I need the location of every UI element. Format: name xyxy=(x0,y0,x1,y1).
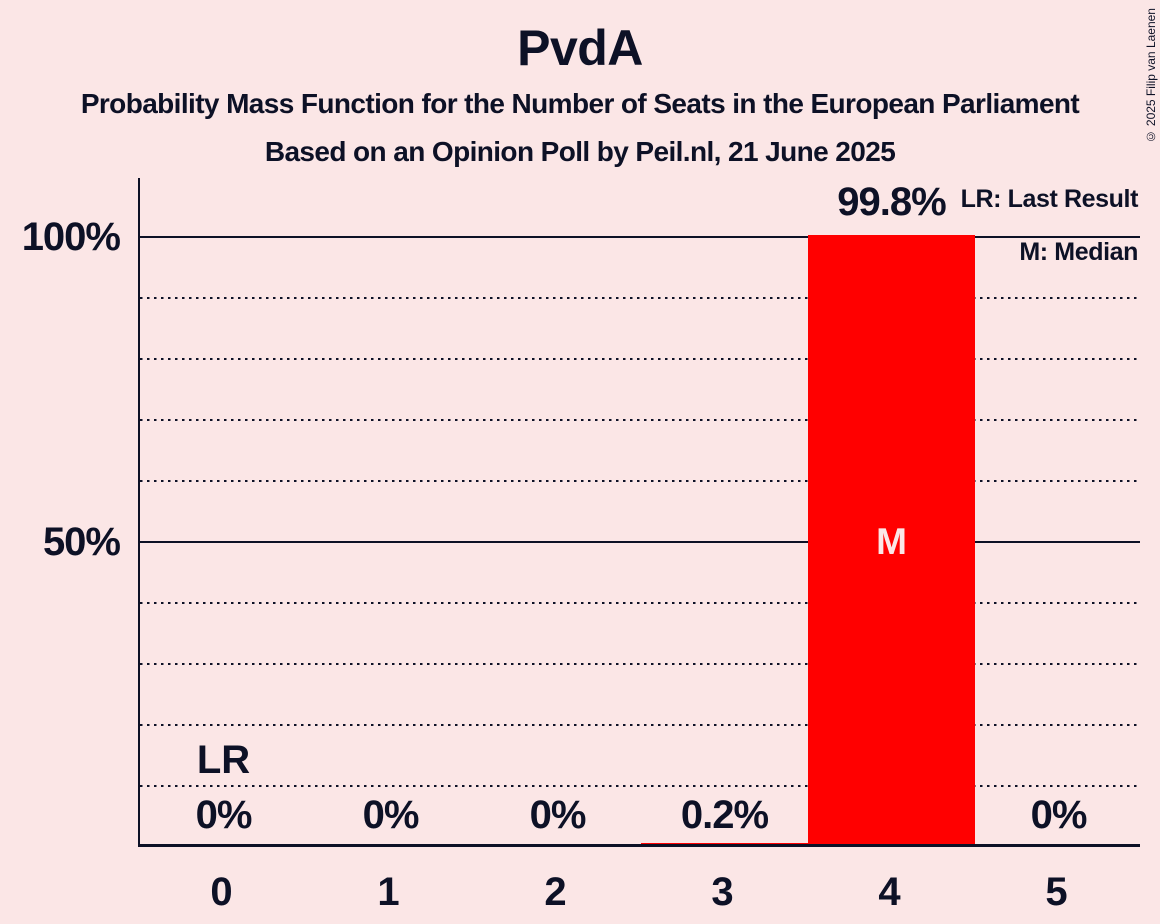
gridline-major-100pct xyxy=(140,235,1140,239)
gridline-minor-10pct xyxy=(140,784,1140,788)
bar-seat-3 xyxy=(641,842,808,844)
gridline-minor-30pct xyxy=(140,662,1140,666)
gridline-minor-70pct xyxy=(140,418,1140,422)
y-axis-label-100: 100% xyxy=(21,215,121,259)
gridline-minor-90pct xyxy=(140,296,1140,300)
x-axis-label-2: 2 xyxy=(544,870,567,914)
chart-title: PvdA xyxy=(517,20,643,76)
chart-source-line: Based on an Opinion Poll by Peil.nl, 21 … xyxy=(264,136,896,167)
legend-last-result: LR: Last Result xyxy=(960,185,1139,213)
x-axis-label-3: 3 xyxy=(711,870,734,914)
gridline-minor-20pct xyxy=(140,723,1140,727)
value-label-seat-0: 0% xyxy=(195,793,253,837)
y-axis-label-50: 50% xyxy=(42,520,121,564)
value-label-seat-3: 0.2% xyxy=(680,793,769,837)
x-axis-label-0: 0 xyxy=(210,870,233,914)
value-label-seat-5: 0% xyxy=(1030,793,1088,837)
x-axis-label-4: 4 xyxy=(878,870,901,914)
value-label-seat-1: 0% xyxy=(362,793,420,837)
x-axis-label-1: 1 xyxy=(377,870,400,914)
chart-subtitle: Probability Mass Function for the Number… xyxy=(80,88,1080,119)
gridline-minor-40pct xyxy=(140,601,1140,605)
gridline-major-50pct xyxy=(140,540,1140,544)
gridline-minor-80pct xyxy=(140,357,1140,361)
plot-area: 0% 0% 0% 0.2% 99.8% 0% LR M xyxy=(138,178,1140,847)
value-label-seat-4: 99.8% xyxy=(837,180,946,225)
legend-median: M: Median xyxy=(1019,238,1138,266)
copyright-notice: © 2025 Filip van Laenen xyxy=(1144,8,1158,144)
median-marker: M xyxy=(876,521,907,562)
last-result-marker: LR xyxy=(196,738,251,782)
gridline-minor-60pct xyxy=(140,479,1140,483)
bar-seat-4 xyxy=(808,235,975,844)
value-label-seat-2: 0% xyxy=(529,793,587,837)
x-axis-label-5: 5 xyxy=(1045,870,1068,914)
